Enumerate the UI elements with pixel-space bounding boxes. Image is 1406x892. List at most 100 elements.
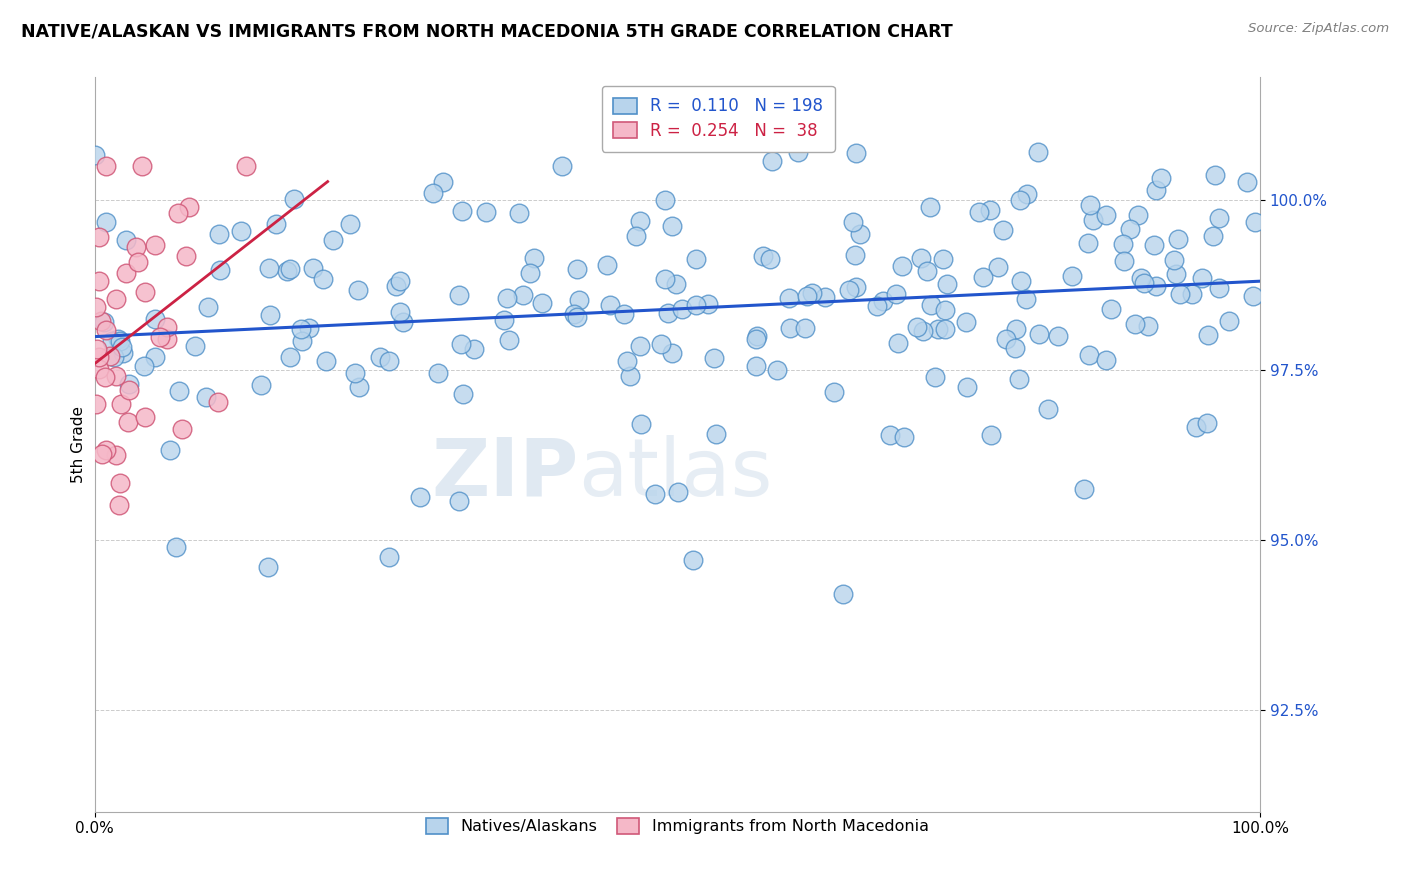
Point bbox=[125, 240, 148, 254]
Legend: Natives/Alaskans, Immigrants from North Macedonia: Natives/Alaskans, Immigrants from North … bbox=[416, 809, 939, 844]
Point bbox=[745, 359, 768, 373]
Point bbox=[131, 159, 153, 173]
Point bbox=[1017, 187, 1039, 202]
Point bbox=[661, 345, 683, 359]
Point bbox=[235, 159, 257, 173]
Point bbox=[84, 397, 107, 411]
Point bbox=[117, 415, 139, 429]
Point bbox=[87, 230, 110, 244]
Point bbox=[562, 307, 585, 321]
Point bbox=[779, 321, 801, 335]
Point bbox=[449, 494, 471, 508]
Point bbox=[1136, 318, 1159, 333]
Text: ZIP: ZIP bbox=[432, 434, 578, 513]
Point bbox=[884, 286, 907, 301]
Point bbox=[1038, 401, 1060, 416]
Point bbox=[312, 272, 335, 286]
Point bbox=[893, 430, 915, 444]
Point bbox=[912, 324, 935, 338]
Point bbox=[932, 252, 955, 267]
Point bbox=[104, 369, 127, 384]
Point bbox=[96, 323, 118, 337]
Point bbox=[391, 315, 413, 329]
Point bbox=[512, 288, 534, 302]
Point bbox=[112, 346, 135, 360]
Point bbox=[613, 307, 636, 321]
Point bbox=[1170, 287, 1192, 301]
Point bbox=[745, 329, 768, 343]
Point bbox=[1119, 221, 1142, 235]
Point bbox=[956, 380, 979, 394]
Point bbox=[104, 292, 127, 306]
Point bbox=[111, 340, 134, 354]
Point bbox=[422, 186, 444, 200]
Point bbox=[616, 354, 638, 368]
Point bbox=[156, 332, 179, 346]
Point bbox=[197, 301, 219, 315]
Point bbox=[1028, 326, 1050, 341]
Point bbox=[409, 490, 432, 504]
Point bbox=[550, 159, 572, 173]
Point bbox=[657, 306, 679, 320]
Point bbox=[1197, 416, 1219, 430]
Point bbox=[250, 377, 273, 392]
Point bbox=[987, 260, 1010, 275]
Point bbox=[905, 319, 928, 334]
Point bbox=[257, 560, 280, 574]
Point bbox=[1218, 314, 1240, 328]
Point bbox=[630, 417, 652, 432]
Point bbox=[389, 304, 412, 318]
Point bbox=[347, 379, 370, 393]
Point bbox=[143, 238, 166, 252]
Point bbox=[283, 192, 305, 206]
Point bbox=[1125, 317, 1147, 331]
Point bbox=[1005, 322, 1028, 336]
Point bbox=[266, 217, 288, 231]
Point bbox=[1062, 269, 1084, 284]
Point bbox=[703, 351, 725, 365]
Point bbox=[96, 442, 118, 457]
Point bbox=[800, 286, 823, 301]
Point bbox=[654, 272, 676, 286]
Point bbox=[451, 203, 474, 218]
Point bbox=[814, 290, 837, 304]
Point bbox=[167, 384, 190, 398]
Text: NATIVE/ALASKAN VS IMMIGRANTS FROM NORTH MACEDONIA 5TH GRADE CORRELATION CHART: NATIVE/ALASKAN VS IMMIGRANTS FROM NORTH … bbox=[21, 22, 953, 40]
Point bbox=[449, 287, 471, 301]
Point bbox=[494, 313, 516, 327]
Point bbox=[1099, 302, 1122, 317]
Point bbox=[276, 264, 298, 278]
Point bbox=[1015, 292, 1038, 306]
Point bbox=[823, 385, 845, 400]
Point bbox=[495, 291, 517, 305]
Point bbox=[924, 369, 946, 384]
Point bbox=[1077, 235, 1099, 250]
Point bbox=[920, 298, 942, 312]
Point bbox=[127, 255, 149, 269]
Point bbox=[368, 350, 391, 364]
Point bbox=[845, 146, 868, 161]
Point bbox=[1202, 228, 1225, 243]
Point bbox=[83, 148, 105, 162]
Point bbox=[1163, 253, 1185, 268]
Point bbox=[1150, 170, 1173, 185]
Point bbox=[93, 315, 115, 329]
Point bbox=[134, 410, 156, 425]
Point bbox=[143, 350, 166, 364]
Point bbox=[389, 274, 412, 288]
Point bbox=[432, 175, 454, 189]
Point bbox=[1081, 212, 1104, 227]
Point bbox=[84, 301, 107, 315]
Point bbox=[179, 200, 201, 214]
Point bbox=[915, 264, 938, 278]
Point bbox=[117, 384, 139, 398]
Point bbox=[1204, 168, 1226, 182]
Point bbox=[1007, 372, 1029, 386]
Point bbox=[745, 332, 768, 346]
Point bbox=[967, 204, 990, 219]
Point bbox=[103, 350, 125, 364]
Point bbox=[1095, 352, 1118, 367]
Point bbox=[107, 332, 129, 346]
Point bbox=[1185, 420, 1208, 434]
Point bbox=[890, 259, 912, 273]
